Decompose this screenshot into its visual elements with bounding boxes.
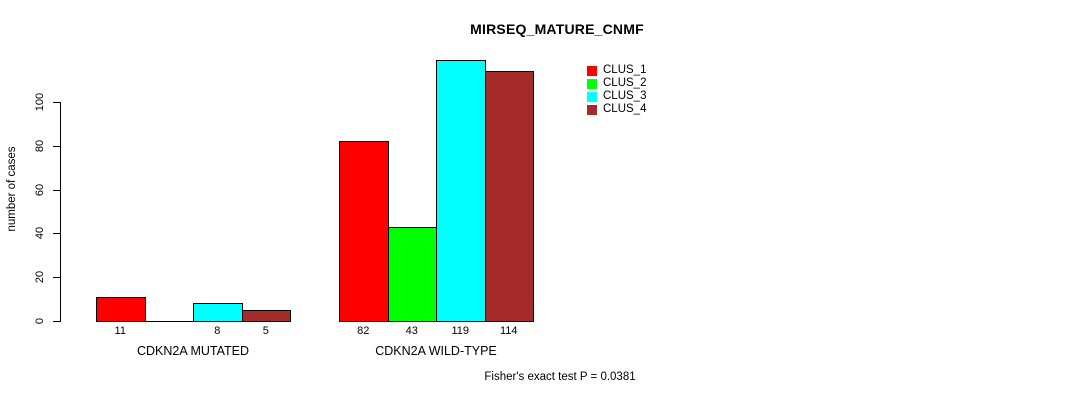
- fisher-test-note: Fisher's exact test P = 0.0381: [484, 371, 636, 383]
- bar-CLUS_3: [193, 303, 243, 322]
- legend-swatch-icon: [587, 79, 597, 89]
- legend-swatch-icon: [587, 92, 597, 102]
- bar-CLUS_4: [484, 71, 534, 322]
- bar-CLUS_1: [339, 141, 389, 322]
- bar-value-label: 8: [214, 325, 221, 337]
- bar-value-label: 43: [405, 325, 418, 337]
- y-axis-tick-label: 80: [34, 139, 46, 152]
- y-axis-tick: [53, 102, 60, 103]
- legend-label: CLUS_2: [603, 77, 647, 89]
- x-category-label: CDKN2A MUTATED: [136, 344, 250, 358]
- y-axis-tick-label: 0: [34, 317, 46, 325]
- y-axis-label: number of cases: [6, 146, 18, 232]
- legend-label: CLUS_1: [603, 64, 647, 76]
- bar-value-label: 5: [262, 325, 269, 337]
- y-axis-tick-label: 20: [34, 271, 46, 284]
- legend-swatch-icon: [587, 66, 597, 76]
- x-category-label: CDKN2A WILD-TYPE: [375, 344, 497, 358]
- bar-value-label: 82: [357, 325, 370, 337]
- bar-value-label: 114: [499, 325, 518, 337]
- bar-CLUS_1: [96, 297, 146, 322]
- y-axis-tick: [53, 233, 60, 235]
- y-axis-tick: [53, 145, 60, 147]
- y-axis-tick: [53, 321, 60, 322]
- y-axis-tick-label: 60: [34, 183, 46, 196]
- y-axis-tick-label: 100: [34, 92, 46, 112]
- y-axis-tick: [53, 277, 60, 279]
- legend-swatch-icon: [587, 105, 597, 115]
- y-axis-tick: [53, 189, 60, 191]
- bar-CLUS_4: [241, 310, 291, 322]
- bar-value-label: 11: [114, 325, 126, 337]
- bar-CLUS_3: [436, 60, 486, 322]
- bar-value-label: [145, 325, 194, 337]
- legend-label: CLUS_3: [603, 90, 647, 102]
- bar-CLUS_2: [387, 227, 437, 322]
- bar-value-label: 119: [451, 325, 470, 337]
- chart-title: MIRSEQ_MATURE_CNMF: [470, 21, 644, 37]
- legend-label: CLUS_4: [603, 103, 647, 115]
- y-axis-tick-label: 40: [34, 227, 46, 240]
- y-axis-line: [60, 102, 61, 322]
